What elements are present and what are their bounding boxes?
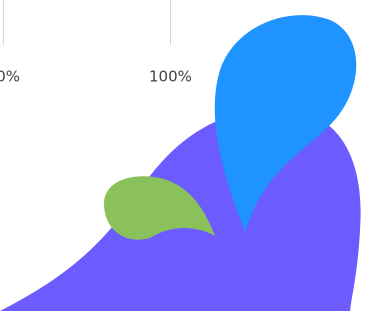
x-tick-label: 50%: [0, 68, 20, 86]
chart: 50% 100%: [0, 0, 371, 311]
x-axis: 50% 100%: [0, 0, 192, 86]
page: {"chart_data": {"type": "blob", "xlim": …: [0, 0, 371, 311]
x-tick-label: 100%: [149, 68, 192, 86]
